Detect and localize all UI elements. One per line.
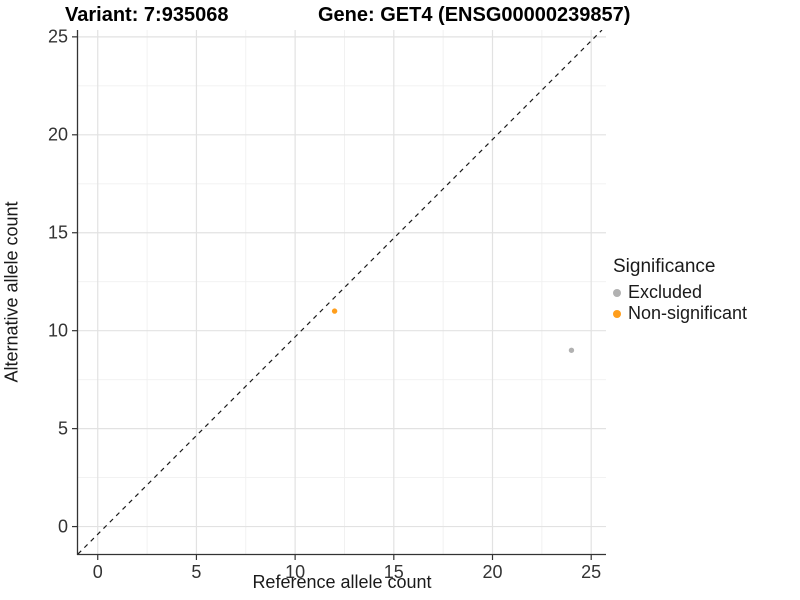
data-point-excluded <box>568 347 575 353</box>
data-point-non-significant <box>331 308 338 314</box>
x-axis-title: Reference allele count <box>252 572 432 592</box>
x-tick-label: 0 <box>93 562 103 582</box>
x-tick-label: 10 <box>285 562 305 582</box>
y-tick-label: 15 <box>48 222 68 242</box>
y-tick-label: 0 <box>58 516 68 536</box>
legend-title: Significance <box>613 256 716 277</box>
x-tick-label: 5 <box>191 562 201 582</box>
legend-item-non-significant: Non-significant <box>613 303 747 324</box>
legend-dot-non-significant <box>613 309 621 318</box>
legend-label-non-significant: Non-significant <box>628 303 748 323</box>
y-tick-label: 25 <box>48 27 68 47</box>
identity-reference-line <box>78 30 603 554</box>
legend-dot-excluded <box>613 288 621 297</box>
x-tick-label: 15 <box>384 562 404 582</box>
legend: Significance Excluded Non-significant <box>613 256 747 324</box>
plot-title-variant: Variant: 7:935068 <box>65 4 229 26</box>
y-axis-title: Alternative allele count <box>1 201 22 383</box>
legend-label-excluded: Excluded <box>628 282 703 302</box>
x-tick-label: 25 <box>581 562 601 582</box>
legend-item-excluded: Excluded <box>613 282 747 303</box>
y-tick-label: 5 <box>58 418 68 438</box>
y-tick-label: 10 <box>48 320 68 340</box>
y-tick-label: 20 <box>48 125 68 145</box>
x-tick-label: 20 <box>482 562 502 582</box>
plot-title-gene: Gene: GET4 (ENSG00000239857) <box>318 4 631 26</box>
